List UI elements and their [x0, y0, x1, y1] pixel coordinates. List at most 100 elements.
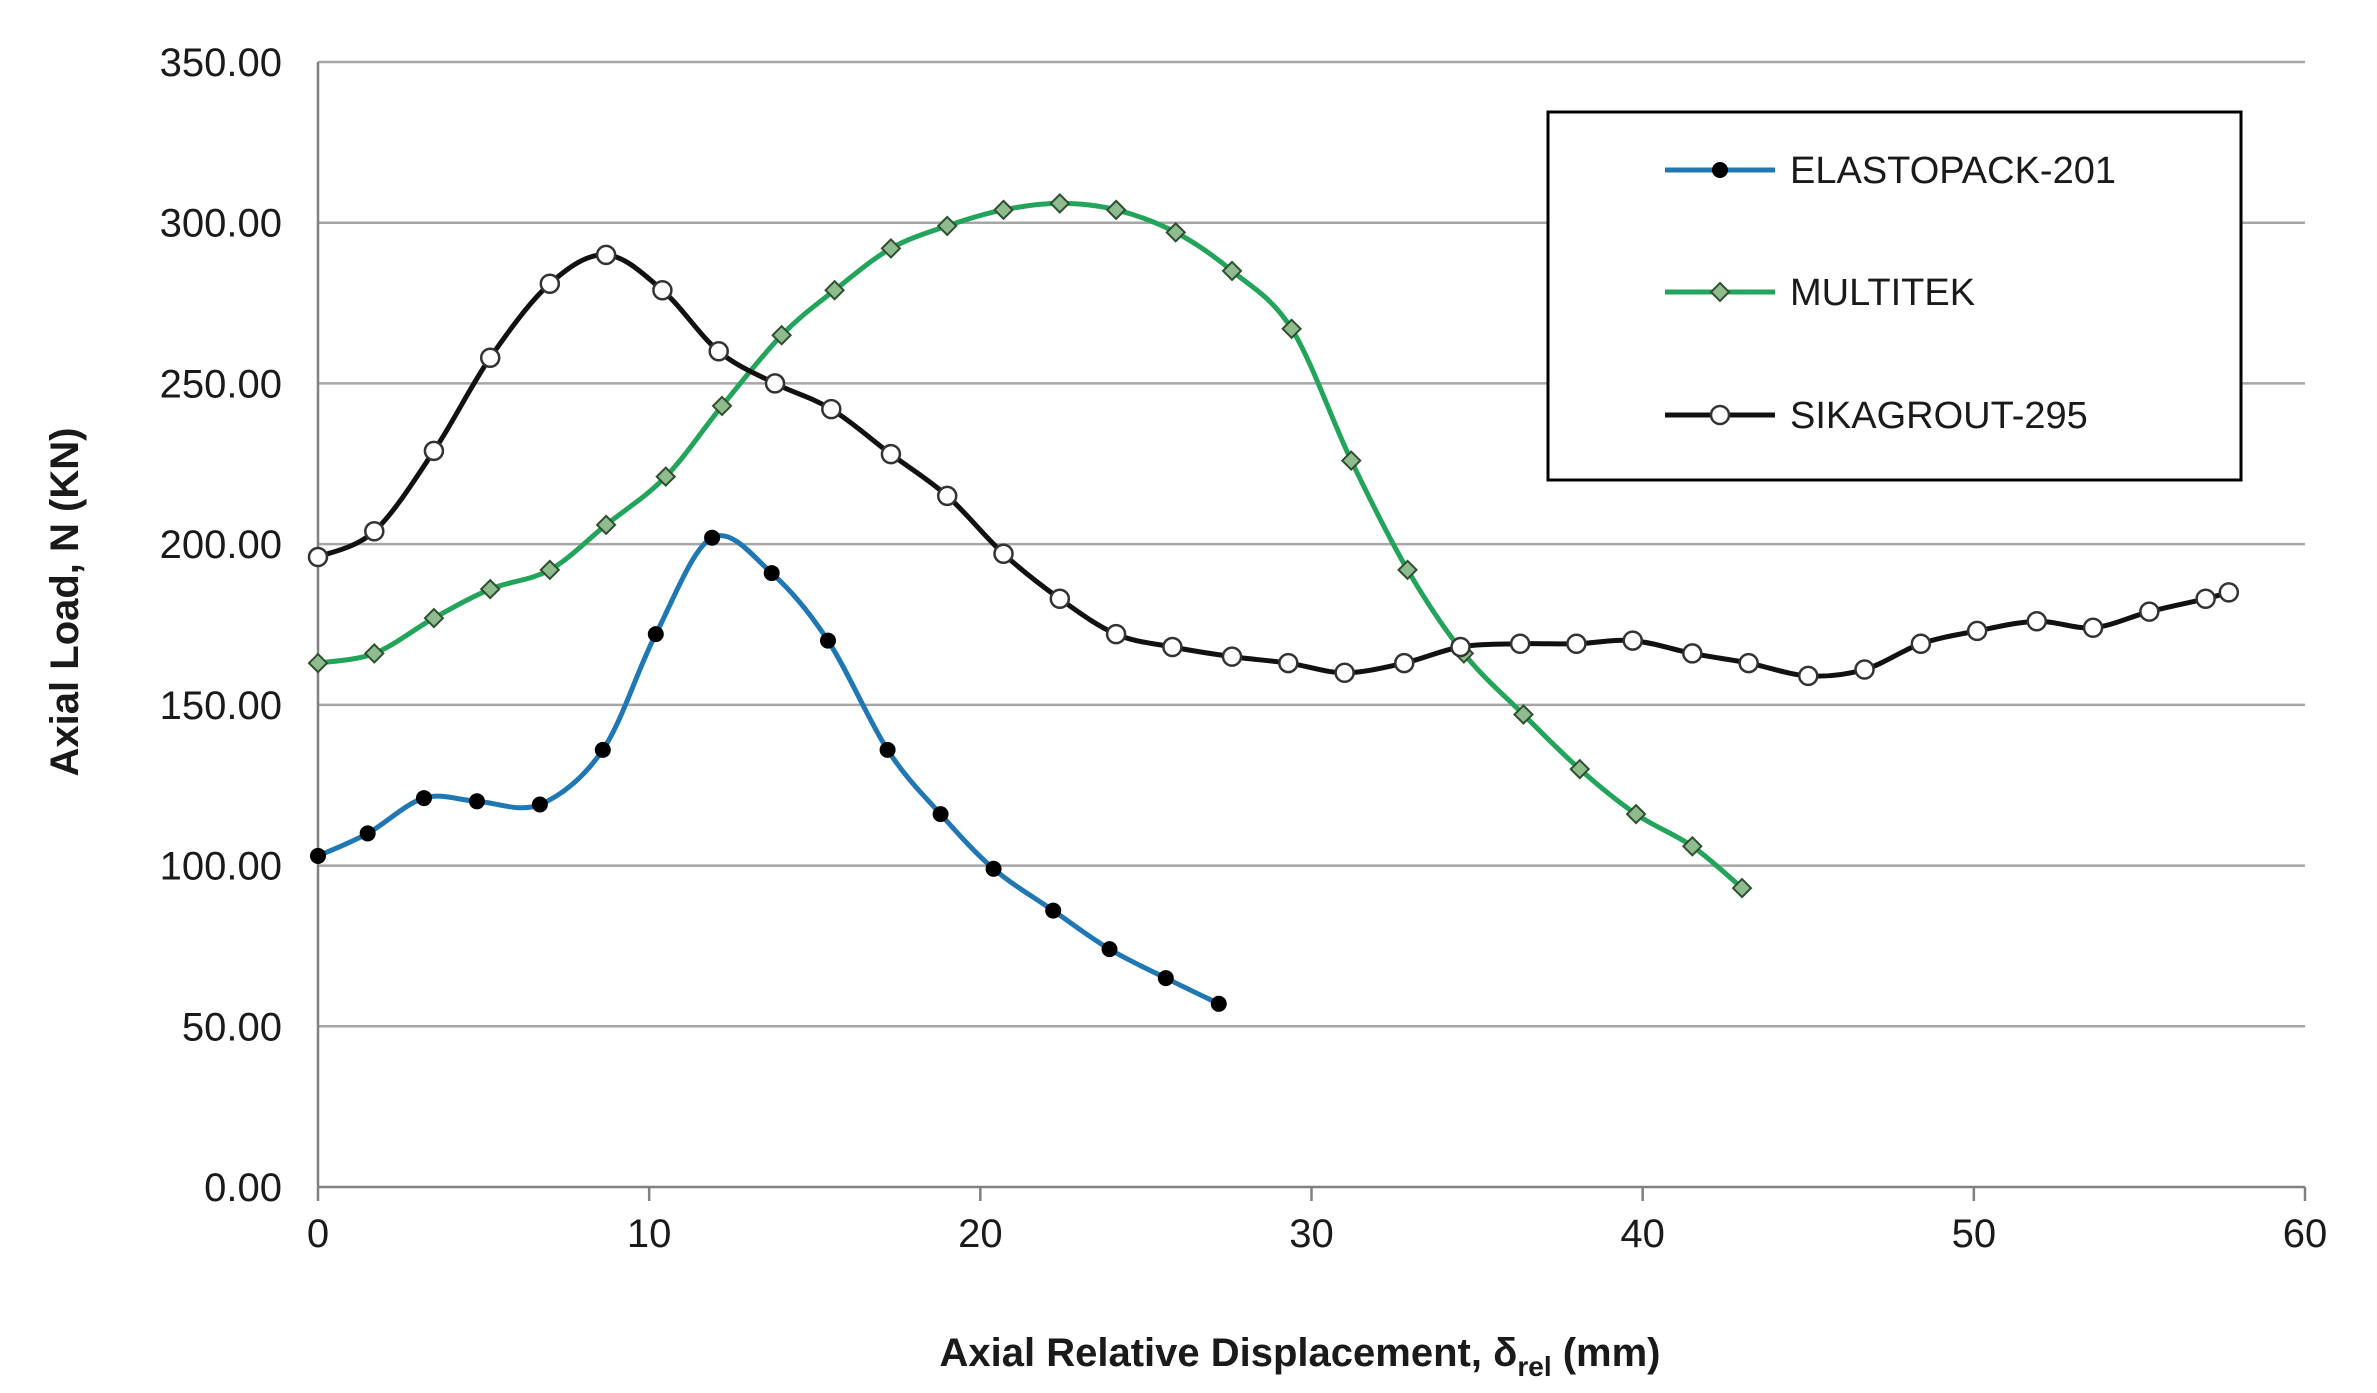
marker-sikagrout-295-21 — [1509, 633, 1531, 655]
axes — [316, 62, 2307, 1201]
marker-sikagrout-295-27 — [1854, 659, 1875, 680]
marker-multitek-4 — [539, 559, 561, 581]
series-multitek — [307, 193, 1753, 899]
marker-multitek-7 — [711, 395, 733, 417]
marker-sikagrout-295-29 — [1966, 620, 1988, 642]
data-series — [307, 193, 2240, 1012]
legend-label: MULTITEK — [1790, 272, 1975, 314]
marker-elastopack-201-4 — [531, 796, 548, 813]
marker-multitek-5 — [595, 514, 617, 536]
marker-sikagrout-295-28 — [1910, 633, 1932, 655]
marker-multitek-15 — [1165, 221, 1187, 243]
x-axis-title-unit: (mm) — [1552, 1331, 1661, 1375]
y-axis-title: Axial Load, N (KN) — [43, 428, 87, 777]
marker-sikagrout-295-25 — [1738, 652, 1759, 674]
marker-sikagrout-295-24 — [1682, 643, 1703, 664]
y-tick-label: 200.00 — [160, 523, 282, 567]
y-tick-label: 350.00 — [160, 41, 282, 85]
marker-multitek-18 — [1340, 450, 1362, 471]
marker-sikagrout-295-10 — [880, 443, 902, 465]
marker-sikagrout-295-17 — [1278, 652, 1299, 674]
marker-sikagrout-295-2 — [423, 440, 445, 462]
marker-sikagrout-295-9 — [821, 398, 842, 420]
y-axis-tick-labels: 0.00 50.00 100.00 150.00 200.00 250.00 300.00 3… — [160, 41, 282, 1210]
marker-legend-multitek — [1709, 281, 1731, 303]
marker-elastopack-201-12 — [985, 860, 1002, 877]
marker-elastopack-201-7 — [704, 529, 721, 546]
horizontal-gridlines — [318, 60, 2305, 1028]
marker-elastopack-201-13 — [1045, 902, 1062, 919]
marker-elastopack-201-0 — [310, 847, 326, 864]
marker-multitek-8 — [771, 324, 793, 346]
marker-multitek-22 — [1569, 758, 1591, 780]
marker-sikagrout-295-23 — [1622, 630, 1643, 651]
marker-multitek-19 — [1397, 559, 1418, 581]
x-tick-label: 0 — [307, 1212, 329, 1256]
legend-entry-multitek: MULTITEK — [1665, 272, 1975, 314]
x-tick-label: 60 — [2283, 1212, 2328, 1256]
marker-sikagrout-295-32 — [2139, 601, 2160, 622]
marker-sikagrout-295-0 — [307, 546, 329, 568]
marker-elastopack-201-3 — [468, 793, 485, 810]
marker-sikagrout-295-26 — [1798, 665, 1819, 687]
y-tick-label: 100.00 — [160, 845, 282, 889]
marker-multitek-16 — [1221, 260, 1243, 282]
marker-sikagrout-295-12 — [993, 543, 1014, 565]
marker-legend-sikagrout-295 — [1709, 404, 1731, 426]
marker-elastopack-201-14 — [1101, 941, 1118, 958]
legend-entry-elastopack-201: ELASTOPACK-201 — [1665, 150, 2116, 192]
marker-sikagrout-295-13 — [1049, 588, 1071, 610]
legend-entry-sikagrout-295: SIKAGROUT-295 — [1665, 395, 2088, 437]
marker-multitek-9 — [824, 279, 846, 301]
marker-sikagrout-295-15 — [1162, 636, 1183, 658]
x-axis-title-main: Axial Relative Displacement, δ — [940, 1331, 1518, 1375]
marker-multitek-2 — [423, 607, 445, 629]
marker-elastopack-201-11 — [932, 806, 949, 823]
marker-multitek-23 — [1625, 803, 1647, 825]
legend: ELASTOPACK-201 MULTITEK SIKAGROUT-295 — [1546, 110, 2243, 482]
marker-sikagrout-295-33 — [2195, 588, 2216, 610]
marker-multitek-21 — [1513, 704, 1534, 725]
marker-multitek-6 — [655, 466, 677, 488]
y-tick-label: 0.00 — [204, 1166, 282, 1210]
marker-sikagrout-295-34 — [2218, 582, 2240, 603]
marker-elastopack-201-16 — [1210, 995, 1227, 1012]
marker-sikagrout-295-8 — [764, 373, 786, 394]
marker-sikagrout-295-22 — [1566, 633, 1587, 655]
marker-elastopack-201-6 — [647, 626, 664, 643]
marker-sikagrout-295-19 — [1393, 652, 1415, 674]
marker-elastopack-201-8 — [763, 565, 780, 582]
legend-frame — [1546, 110, 2243, 482]
marker-sikagrout-295-7 — [708, 341, 729, 362]
x-tick-label: 50 — [1952, 1212, 1997, 1256]
series-sikagrout-295 — [307, 244, 2240, 687]
legend-label: SIKAGROUT-295 — [1790, 395, 2088, 437]
marker-sikagrout-295-18 — [1334, 662, 1355, 683]
x-tick-label: 10 — [627, 1212, 672, 1256]
legend-label: ELASTOPACK-201 — [1790, 150, 2116, 192]
y-tick-label: 150.00 — [160, 684, 282, 728]
x-tick-label: 30 — [1289, 1212, 1334, 1256]
x-tick-label: 20 — [958, 1212, 1003, 1256]
marker-sikagrout-295-5 — [595, 244, 617, 266]
marker-elastopack-201-5 — [594, 741, 611, 758]
marker-elastopack-201-9 — [819, 632, 836, 649]
marker-sikagrout-295-11 — [936, 485, 958, 507]
marker-sikagrout-295-1 — [364, 521, 385, 542]
marker-elastopack-201-10 — [879, 741, 896, 758]
marker-elastopack-201-1 — [359, 825, 376, 842]
y-tick-label: 300.00 — [160, 202, 282, 246]
marker-multitek-0 — [307, 652, 329, 674]
y-tick-label: 250.00 — [160, 362, 282, 406]
y-tick-label: 50.00 — [182, 1005, 282, 1049]
marker-multitek-11 — [936, 215, 958, 237]
marker-multitek-13 — [1049, 193, 1071, 214]
marker-multitek-24 — [1681, 835, 1703, 857]
marker-legend-elastopack-201 — [1712, 162, 1728, 178]
marker-multitek-17 — [1281, 318, 1303, 340]
marker-multitek-25 — [1731, 877, 1753, 899]
marker-sikagrout-295-31 — [2082, 617, 2104, 638]
marker-multitek-3 — [479, 578, 501, 600]
marker-sikagrout-295-30 — [2026, 611, 2048, 632]
